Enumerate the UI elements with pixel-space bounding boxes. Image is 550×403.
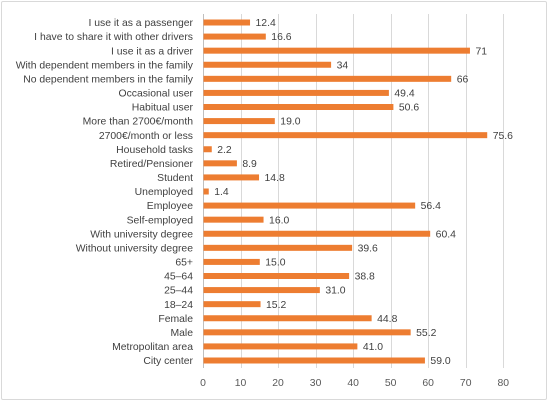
data-label: 44.8 xyxy=(377,314,397,325)
bar xyxy=(203,273,350,279)
bar xyxy=(203,343,358,350)
bar xyxy=(203,357,425,364)
category-label: Employee xyxy=(147,201,193,212)
data-label: 41.0 xyxy=(363,342,383,353)
bar xyxy=(203,160,237,167)
category-label: 18–24 xyxy=(164,300,193,311)
bar xyxy=(203,244,353,251)
category-label: I use it as a passenger xyxy=(88,18,193,29)
category-label: Habitual user xyxy=(132,103,194,114)
data-label: 66 xyxy=(457,74,469,85)
category-label: City center xyxy=(143,356,193,367)
data-label: 60.4 xyxy=(436,229,456,240)
category-label: I have to share it with other drivers xyxy=(34,32,193,43)
category-label: Student xyxy=(157,173,193,184)
category-label: More than 2700€/month xyxy=(83,117,194,128)
data-label: 75.6 xyxy=(493,131,513,142)
category-label: Male xyxy=(170,328,193,339)
category-label: Without university degree xyxy=(76,243,193,254)
data-label: 34 xyxy=(337,60,349,71)
data-label: 56.4 xyxy=(421,201,441,212)
bar xyxy=(203,216,264,223)
bar xyxy=(203,104,394,110)
bar xyxy=(203,33,266,40)
data-label: 1.4 xyxy=(214,187,229,198)
category-label: Occasional user xyxy=(118,89,193,100)
data-label: 15.2 xyxy=(266,300,286,311)
x-tick-label: 70 xyxy=(460,378,472,389)
data-label: 39.6 xyxy=(358,243,378,254)
bar xyxy=(203,315,372,322)
x-tick-label: 0 xyxy=(200,378,206,389)
bar xyxy=(203,174,260,181)
category-label: With dependent members in the family xyxy=(16,60,194,71)
x-tick-label: 30 xyxy=(310,378,322,389)
x-tick-label: 10 xyxy=(235,378,247,389)
bar xyxy=(203,61,332,68)
bar xyxy=(203,202,416,209)
data-label: 49.4 xyxy=(394,89,414,100)
data-label: 50.6 xyxy=(399,103,419,114)
bar xyxy=(203,230,431,237)
bar xyxy=(203,146,212,153)
x-tick-labels: 0 10 20 30 40 50 60 70 80 xyxy=(200,378,509,389)
bar xyxy=(203,47,470,54)
category-label: 45–64 xyxy=(164,272,193,283)
bar xyxy=(203,287,320,294)
data-label: 15.0 xyxy=(265,258,285,269)
data-label: 2.2 xyxy=(217,145,232,156)
x-tick-label: 40 xyxy=(347,378,359,389)
bar xyxy=(203,301,261,308)
category-label: No dependent members in the family xyxy=(23,74,194,85)
data-label: 31.0 xyxy=(325,286,345,297)
data-label: 16.6 xyxy=(271,32,291,43)
category-labels: I use it as a passenger I have to share i… xyxy=(16,18,194,367)
bar xyxy=(203,329,411,336)
data-label: 55.2 xyxy=(416,328,436,339)
category-label: Household tasks xyxy=(116,145,193,156)
category-label: 2700€/month or less xyxy=(99,131,193,142)
category-label: Unemployed xyxy=(135,187,194,198)
category-label: Metropolitan area xyxy=(112,342,193,353)
data-label: 16.0 xyxy=(269,215,289,226)
bar xyxy=(203,258,260,265)
x-tick-label: 80 xyxy=(497,378,509,389)
category-label: Female xyxy=(158,314,193,325)
value-labels: 12.4 16.6 71 34 66 49.4 50.6 19.0 75.6 2.2 8.9 14.8… xyxy=(214,18,513,367)
data-label: 12.4 xyxy=(256,18,276,29)
category-label: 25–44 xyxy=(164,286,193,297)
bar xyxy=(203,19,251,26)
category-label: 65+ xyxy=(175,258,193,269)
bars xyxy=(203,19,488,364)
bar xyxy=(203,89,389,96)
bar xyxy=(203,75,452,82)
category-label: Self-employed xyxy=(127,215,194,226)
data-label: 59.0 xyxy=(430,356,450,367)
x-tick-label: 60 xyxy=(422,378,434,389)
bar xyxy=(203,118,275,125)
bar xyxy=(203,132,488,139)
data-label: 14.8 xyxy=(265,173,285,184)
x-tick-label: 20 xyxy=(272,378,284,389)
x-tick-label: 50 xyxy=(385,378,397,389)
category-label: Retired/Pensioner xyxy=(110,159,194,170)
data-label: 19.0 xyxy=(280,117,300,128)
gridlines xyxy=(203,14,504,368)
category-label: With university degree xyxy=(90,229,193,240)
bar xyxy=(203,188,209,195)
data-label: 8.9 xyxy=(242,159,257,170)
category-label: I use it as a driver xyxy=(111,46,194,57)
data-label: 38.8 xyxy=(355,272,375,283)
data-label: 71 xyxy=(475,46,487,57)
